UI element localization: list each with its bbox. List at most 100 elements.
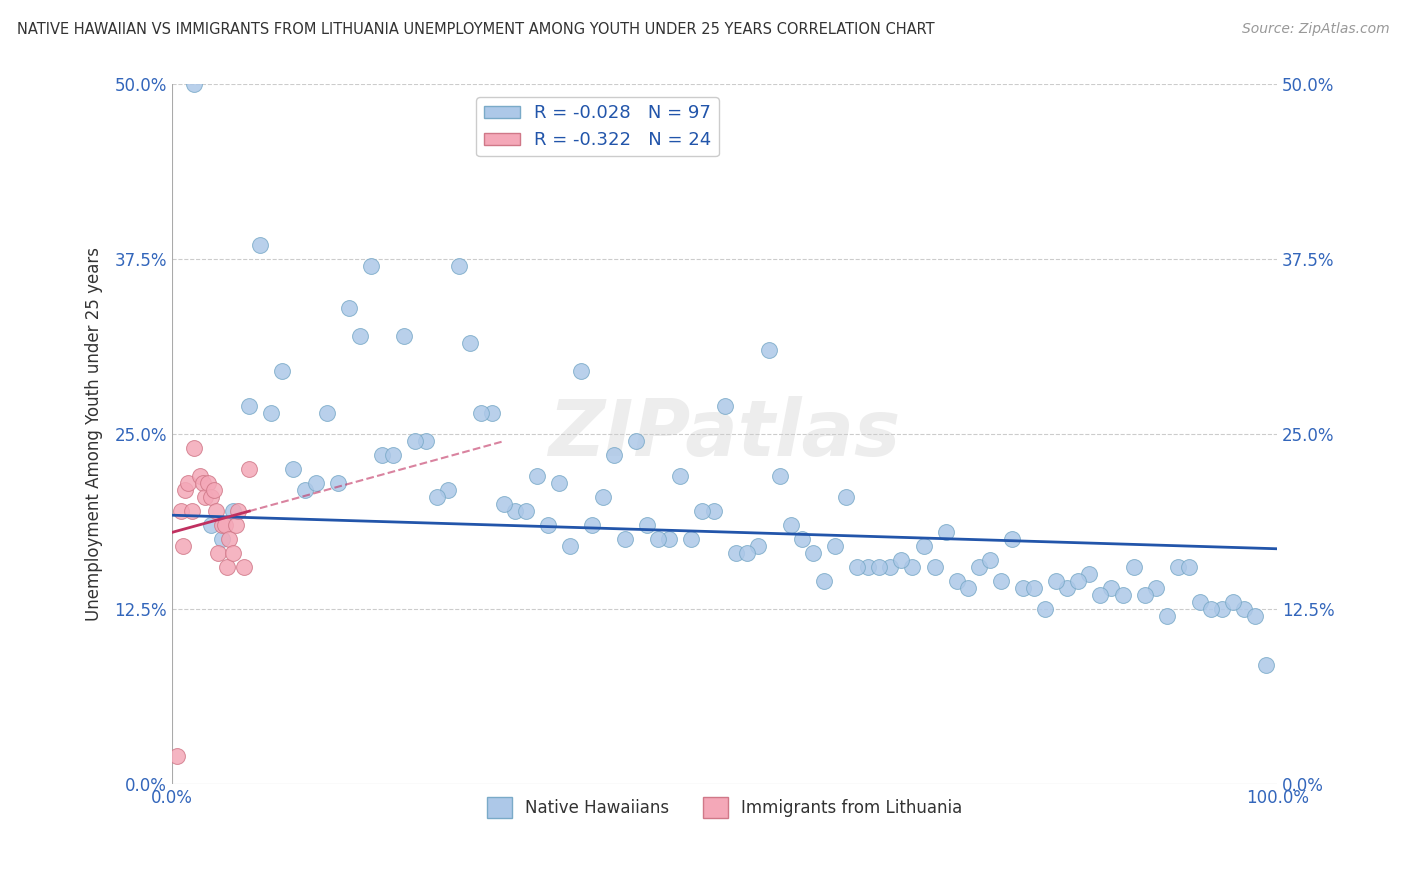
Point (515, 504, 537, 518)
Point (197, 476, 219, 491)
Point (1012, 581, 1035, 595)
Point (1078, 566, 1101, 581)
Point (713, 399, 735, 413)
Point (647, 532, 669, 546)
Point (603, 448, 626, 462)
Point (1133, 588, 1156, 602)
Point (945, 574, 967, 588)
Point (283, 462, 305, 476)
Point (205, 504, 228, 518)
Point (170, 504, 193, 518)
Point (211, 518, 233, 533)
Point (624, 434, 647, 448)
Point (569, 364, 592, 378)
Point (758, 343, 780, 358)
Point (979, 553, 1001, 567)
Point (1022, 581, 1045, 595)
Point (315, 406, 337, 420)
Point (1045, 574, 1067, 588)
Point (1167, 560, 1189, 574)
Point (1001, 532, 1024, 546)
Point (392, 329, 415, 343)
Point (801, 546, 824, 560)
Legend: Native Hawaiians, Immigrants from Lithuania: Native Hawaiians, Immigrants from Lithua… (481, 790, 969, 824)
Point (967, 560, 990, 574)
Point (481, 406, 503, 420)
Point (658, 532, 681, 546)
Point (1222, 595, 1244, 609)
Point (207, 546, 229, 560)
Point (769, 469, 792, 483)
Point (1244, 608, 1267, 623)
Point (724, 546, 747, 560)
Point (824, 539, 846, 553)
Point (1156, 608, 1178, 623)
Point (592, 490, 614, 504)
Point (526, 469, 548, 483)
Point (790, 532, 813, 546)
Point (912, 539, 935, 553)
Point (503, 504, 526, 518)
Point (1211, 602, 1233, 616)
Point (437, 483, 460, 497)
Point (956, 581, 979, 595)
Point (1033, 602, 1056, 616)
Point (174, 483, 197, 497)
Point (735, 546, 758, 560)
Point (669, 469, 692, 483)
Point (1111, 588, 1133, 602)
Point (780, 518, 803, 533)
Point (1256, 657, 1278, 672)
Point (214, 518, 236, 533)
Point (238, 399, 260, 413)
Point (879, 560, 901, 574)
Point (1144, 581, 1167, 595)
Point (415, 434, 437, 448)
Point (890, 553, 912, 567)
Point (249, 238, 271, 252)
Point (191, 476, 214, 491)
Point (200, 518, 222, 533)
Point (990, 574, 1012, 588)
Point (426, 490, 449, 504)
Point (581, 518, 603, 533)
Point (294, 483, 316, 497)
Point (304, 476, 326, 491)
Point (1101, 581, 1123, 595)
Point (636, 518, 658, 533)
Point (211, 532, 233, 546)
Point (404, 434, 426, 448)
Point (221, 546, 243, 560)
Point (326, 476, 349, 491)
Point (381, 448, 404, 462)
Point (200, 490, 222, 504)
Point (225, 518, 247, 533)
Point (1233, 602, 1256, 616)
Point (460, 336, 482, 351)
Point (1188, 595, 1211, 609)
Point (177, 476, 200, 491)
Point (202, 483, 225, 497)
Text: ZIPatlas: ZIPatlas (548, 396, 901, 472)
Point (547, 476, 569, 491)
Point (1056, 581, 1078, 595)
Point (868, 560, 890, 574)
Point (337, 301, 360, 316)
Point (188, 469, 211, 483)
Point (813, 574, 835, 588)
Point (183, 441, 205, 455)
Point (1178, 560, 1201, 574)
Point (858, 560, 880, 574)
Point (702, 504, 724, 518)
Point (1199, 602, 1222, 616)
Text: NATIVE HAWAIIAN VS IMMIGRANTS FROM LITHUANIA UNEMPLOYMENT AMONG YOUTH UNDER 25 Y: NATIVE HAWAIIAN VS IMMIGRANTS FROM LITHU… (17, 22, 935, 37)
Point (846, 560, 869, 574)
Point (180, 504, 202, 518)
Point (271, 364, 294, 378)
Point (218, 532, 240, 546)
Point (217, 560, 239, 574)
Point (371, 448, 394, 462)
Point (1090, 588, 1112, 602)
Point (614, 532, 637, 546)
Point (172, 539, 194, 553)
